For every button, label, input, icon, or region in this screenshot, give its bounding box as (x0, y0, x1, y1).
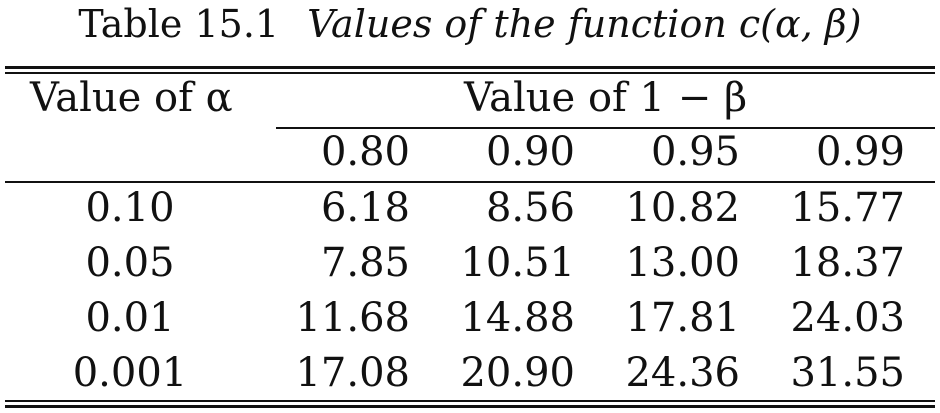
table-cell: 18.37 (790, 240, 905, 286)
table-cell: 8.56 (485, 185, 575, 231)
table-cell: 13.00 (625, 240, 740, 286)
column-header: 0.80 (320, 129, 410, 175)
bottom-rule-thick (5, 405, 935, 408)
table-cell: 31.55 (790, 350, 905, 396)
table-cell: 24.03 (790, 295, 905, 341)
table-cell: 6.18 (320, 185, 410, 231)
column-header: 0.99 (815, 129, 905, 175)
table-cell: 17.08 (295, 350, 410, 396)
top-rule-thin (5, 72, 935, 74)
table-cell: 7.85 (320, 240, 410, 286)
table-cell: 10.82 (625, 185, 740, 231)
row-alpha: 0.05 (85, 240, 175, 286)
header-body-rule (5, 181, 935, 183)
table-title: Values of the function c(α, β) (307, 2, 862, 46)
table-cell: 20.90 (460, 350, 575, 396)
table-cell: 17.81 (625, 295, 740, 341)
table-caption: Table 15.1 Values of the function c(α, β) (0, 0, 940, 52)
column-header: 0.95 (650, 129, 740, 175)
header-beta: Value of 1 − β (463, 75, 748, 121)
row-alpha: 0.10 (85, 185, 175, 231)
table-cell: 24.36 (625, 350, 740, 396)
table-cell: 10.51 (460, 240, 575, 286)
row-alpha: 0.01 (85, 295, 175, 341)
row-alpha: 0.001 (72, 350, 188, 396)
table-number: Table 15.1 (78, 2, 280, 46)
table-cell: 11.68 (295, 295, 410, 341)
header-subrule (276, 127, 935, 129)
top-rule-thick (5, 66, 935, 69)
header-alpha: Value of α (30, 75, 233, 121)
bottom-rule-thin (5, 400, 935, 402)
table-cell: 14.88 (460, 295, 575, 341)
column-header: 0.90 (485, 129, 575, 175)
table-cell: 15.77 (790, 185, 905, 231)
